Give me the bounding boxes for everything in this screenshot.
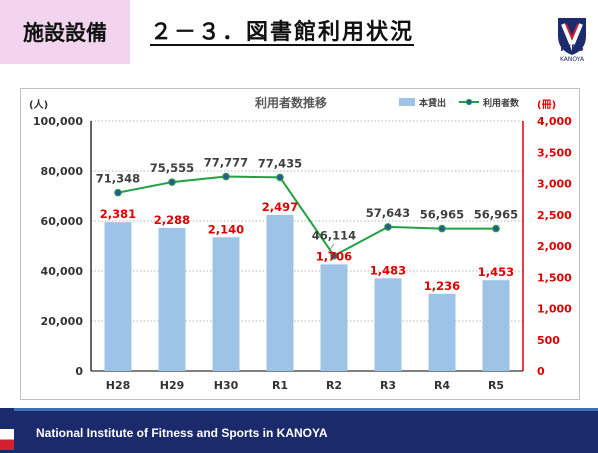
page-title: ２－３．図書館利用状況 bbox=[150, 20, 415, 45]
bar bbox=[158, 228, 186, 371]
y-right-tick-label: 2,000 bbox=[537, 240, 572, 253]
line-data-label: 77,435 bbox=[258, 156, 302, 170]
x-tick-label: R1 bbox=[272, 379, 288, 392]
bar bbox=[482, 280, 510, 371]
line-point bbox=[438, 224, 446, 233]
footer-text: National Institute of Fitness and Sports… bbox=[36, 426, 328, 440]
y-left-tick-label: 20,000 bbox=[41, 315, 84, 328]
line-data-label: 77,777 bbox=[204, 156, 248, 170]
legend-bar-label: 本貸出 bbox=[419, 97, 446, 109]
y-right-tick-label: 4,000 bbox=[537, 115, 572, 128]
x-tick-label: H29 bbox=[160, 379, 185, 392]
chart-title: 利用者数推移 bbox=[255, 95, 327, 110]
y-left-tick-label: 40,000 bbox=[41, 265, 84, 278]
y-right-tick-label: 500 bbox=[537, 334, 560, 347]
line-data-label: 75,555 bbox=[150, 161, 194, 175]
y-left-tick-label: 100,000 bbox=[33, 115, 83, 128]
line-point bbox=[222, 172, 230, 181]
series-line bbox=[117, 175, 496, 258]
y-right-tick-label: 3,000 bbox=[537, 178, 572, 191]
x-tick-label: H28 bbox=[106, 379, 131, 392]
bar bbox=[428, 293, 456, 371]
bar-data-label: 2,497 bbox=[262, 200, 298, 214]
bar bbox=[104, 222, 132, 371]
bar-data-label: 2,288 bbox=[154, 213, 190, 227]
line-data-label: 46,114 bbox=[312, 229, 356, 243]
y-right-unit: (冊) bbox=[537, 99, 556, 111]
bar-data-label: 1,236 bbox=[424, 279, 460, 293]
line-point bbox=[168, 178, 176, 186]
line-data-label: 57,643 bbox=[366, 206, 410, 220]
section-label: 施設設備 bbox=[0, 0, 130, 64]
bar bbox=[374, 278, 402, 371]
line-data-label: 56,965 bbox=[474, 208, 518, 222]
footer-bar bbox=[0, 408, 598, 453]
y-left-tick-label: 0 bbox=[75, 365, 83, 378]
x-tick-label: R5 bbox=[488, 379, 504, 392]
bar bbox=[212, 237, 240, 371]
x-tick-label: R2 bbox=[326, 379, 342, 392]
legend-bar-swatch bbox=[399, 98, 415, 106]
footer-accent bbox=[0, 408, 14, 450]
library-usage-chart: 利用者数推移 0 20,000 40,000 60,000 80,000 100,000 (人… bbox=[29, 95, 572, 392]
x-tick-label: R3 bbox=[380, 379, 396, 392]
university-logo-icon bbox=[558, 18, 586, 55]
bar-data-label: 1,483 bbox=[370, 263, 406, 277]
line-point bbox=[114, 188, 122, 197]
line-point bbox=[276, 173, 284, 182]
bar-data-label: 2,140 bbox=[208, 222, 244, 236]
bar-data-label: 2,381 bbox=[100, 207, 136, 221]
logo-subtext: KANOYA bbox=[559, 56, 585, 63]
line-point bbox=[384, 223, 392, 231]
y-left-tick-label: 80,000 bbox=[41, 165, 84, 178]
logo-text: NIFS bbox=[560, 44, 584, 54]
line-data-label: 71,348 bbox=[96, 172, 140, 186]
y-right-tick-label: 1,500 bbox=[537, 271, 572, 284]
y-left-unit: (人) bbox=[29, 98, 48, 111]
bar bbox=[266, 214, 294, 371]
bar bbox=[320, 264, 348, 371]
legend-line-label: 利用者数 bbox=[482, 97, 520, 109]
bar-data-label: 1,706 bbox=[316, 249, 352, 263]
bar-data-label: 1,453 bbox=[478, 265, 514, 279]
line-data-label: 56,965 bbox=[420, 208, 464, 222]
y-right-tick-label: 1,000 bbox=[537, 303, 572, 316]
chart-frame: 利用者数推移 0 20,000 40,000 60,000 80,000 100,000 (人… bbox=[20, 88, 580, 400]
legend-line-marker bbox=[465, 98, 473, 106]
leader-line bbox=[327, 243, 335, 253]
line-point bbox=[330, 251, 338, 260]
y-right-tick-label: 2,500 bbox=[537, 209, 572, 222]
y-right-tick-label: 0 bbox=[537, 365, 545, 378]
x-tick-label: H30 bbox=[214, 379, 239, 392]
y-right-tick-label: 3,500 bbox=[537, 146, 572, 159]
x-tick-label: R4 bbox=[434, 379, 450, 392]
y-left-tick-label: 60,000 bbox=[41, 215, 84, 228]
line-point bbox=[492, 224, 500, 233]
